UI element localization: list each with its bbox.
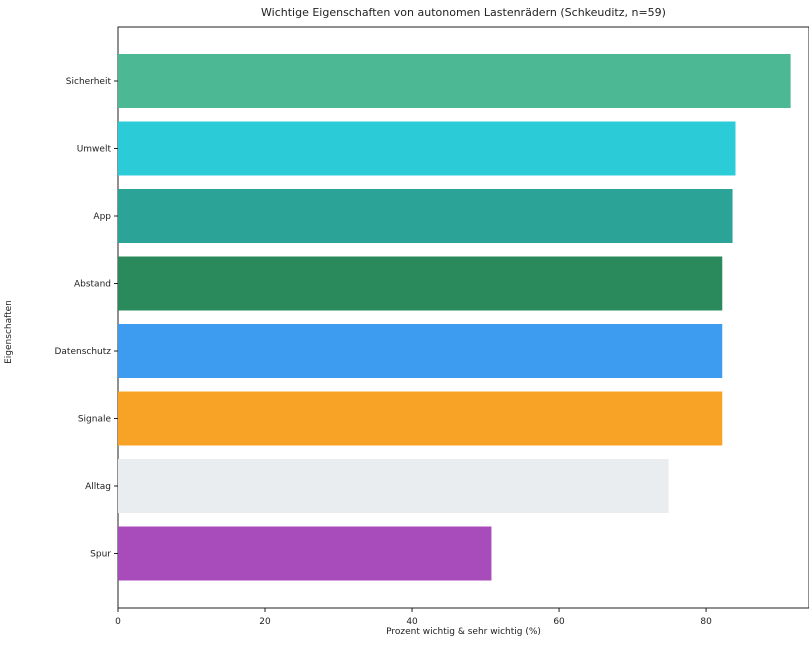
chart-title: Wichtige Eigenschaften von autonomen Las…: [261, 6, 666, 19]
y-tick-label: Alltag: [85, 482, 111, 492]
y-tick-label: Signale: [78, 415, 112, 425]
y-tick-label: Datenschutz: [54, 347, 111, 357]
bar-signale: [118, 391, 723, 446]
y-tick-label: Umwelt: [77, 145, 112, 155]
bar-app: [118, 189, 733, 243]
bar-datenschutz: [118, 324, 723, 378]
x-tick-label: 60: [553, 617, 565, 627]
bar-alltag: [118, 459, 669, 513]
x-tick-label: 40: [406, 617, 418, 627]
x-axis-label: Prozent wichtig & sehr wichtig (%): [386, 627, 541, 637]
bar-abstand: [118, 256, 723, 311]
x-tick-label: 20: [259, 617, 271, 627]
y-tick-label: Abstand: [74, 280, 111, 290]
y-axis-label: Eigenschaften: [4, 300, 14, 364]
bar-sicherheit: [118, 54, 791, 108]
y-tick-label: Sicherheit: [66, 77, 112, 87]
bar-umwelt: [118, 121, 736, 176]
x-tick-label: 0: [115, 617, 121, 627]
y-tick-label: Spur: [90, 550, 111, 560]
x-tick-label: 80: [700, 617, 712, 627]
y-tick-label: App: [93, 212, 111, 222]
bar-spur: [118, 526, 492, 581]
plot-frame: [117, 26, 809, 609]
